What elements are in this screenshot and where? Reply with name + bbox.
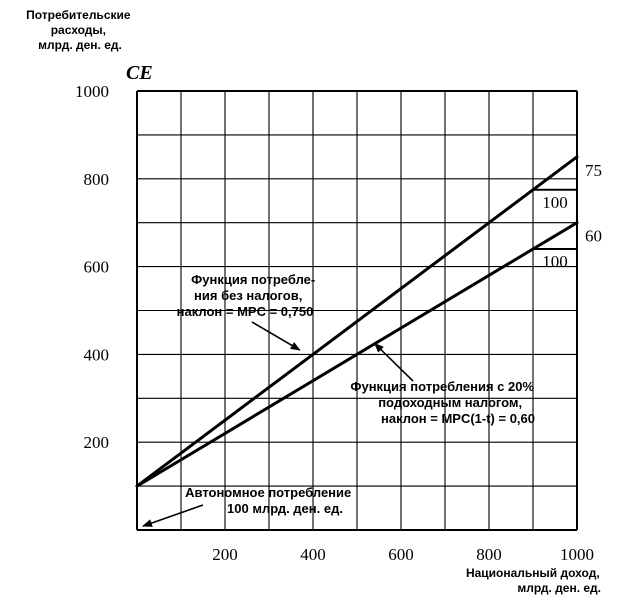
slope-rise-label: 60: [585, 227, 602, 246]
y-tick-labels: 200 400 600 800 1000: [75, 82, 109, 452]
slope-rise-label: 75: [585, 161, 602, 180]
y-axis-title-line-3: млрд. ден. ед.: [38, 38, 122, 52]
series-line-1: [135, 155, 579, 488]
x-tick-label: 1000: [560, 545, 594, 564]
y-tick-label: 800: [84, 170, 110, 189]
x-axis-title-line-1: Национальный доход,: [466, 566, 600, 580]
annotation-with-tax: Функция потребления с 20% подоходным нал…: [350, 379, 537, 426]
series-line-2: [135, 221, 579, 488]
annotation-with-tax-line-3: наклон = MPC(1-t) = 0,60: [381, 411, 535, 426]
y-tick-label: 400: [84, 345, 110, 364]
y-axis-title-line-2: расходы,: [51, 23, 106, 37]
annotation-autonomous-line-2: 100 млрд. ден. ед.: [227, 501, 343, 516]
annotation-arrow: [251, 321, 301, 351]
y-tick-label: 1000: [75, 82, 109, 101]
slope-triangles: 100 75 100 60: [533, 156, 602, 271]
y-tick-label: 200: [84, 433, 110, 452]
x-tick-label: 200: [212, 545, 238, 564]
annotation-arrows: [142, 321, 414, 527]
annotation-no-tax: Функция потребле- ния без налогов, накло…: [177, 272, 319, 319]
y-axis-title: Потребительские расходы, млрд. ден. ед.: [26, 8, 134, 52]
annotation-arrow: [142, 504, 204, 527]
x-axis-title: Национальный доход, млрд. ден. ед.: [466, 566, 603, 595]
series-lines: [135, 155, 579, 488]
annotation-no-tax-line-2: ния без налогов,: [194, 288, 302, 303]
y-axis-symbol: CE: [126, 62, 153, 84]
x-tick-labels: 200 400 600 800 1000: [212, 545, 594, 564]
annotation-with-tax-line-1: Функция потребления с 20%: [350, 379, 534, 394]
annotation-autonomous-line-1: Автономное потребление: [185, 485, 351, 500]
y-axis-title-line-1: Потребительские: [26, 8, 131, 22]
y-tick-label: 600: [84, 258, 110, 277]
annotation-no-tax-line-1: Функция потребле-: [191, 272, 315, 287]
slope-run-label: 100: [542, 252, 568, 271]
annotation-autonomous: Автономное потребление 100 млрд. ден. ед…: [185, 485, 355, 516]
x-tick-label: 600: [388, 545, 414, 564]
annotation-arrow: [373, 342, 414, 382]
annotation-with-tax-line-2: подоходным налогом,: [378, 395, 522, 410]
x-tick-label: 400: [300, 545, 326, 564]
annotation-no-tax-line-3: наклон = MPC = 0,750: [177, 304, 314, 319]
x-tick-label: 800: [476, 545, 502, 564]
x-axis-title-line-2: млрд. ден. ед.: [517, 581, 601, 595]
slope-run-label: 100: [542, 193, 568, 212]
